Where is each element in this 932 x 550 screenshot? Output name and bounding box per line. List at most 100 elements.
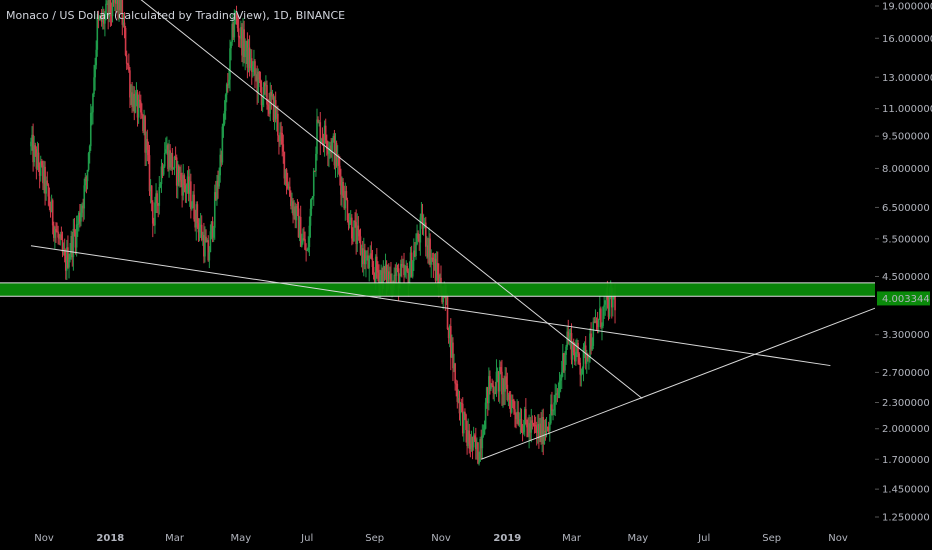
candle-body	[250, 58, 253, 72]
candle-body	[176, 165, 179, 186]
candle-body	[88, 146, 91, 154]
candle-body	[83, 185, 86, 209]
support-zone-group	[0, 282, 875, 297]
candle-body	[185, 188, 188, 192]
candle-body	[293, 206, 295, 216]
candle-body	[570, 333, 573, 360]
candle-body	[78, 212, 80, 224]
candle-body	[567, 331, 570, 341]
candle-body	[360, 248, 363, 255]
y-tick-label: 6.500000	[882, 203, 930, 214]
candle-body	[521, 431, 524, 433]
candle-body	[347, 220, 350, 225]
candle-body	[389, 273, 391, 280]
candle-body	[590, 333, 592, 350]
candle-body	[73, 228, 76, 233]
candle-body	[55, 229, 57, 232]
candle-body	[194, 219, 196, 228]
candle-body	[522, 425, 525, 433]
candle-body	[593, 321, 596, 323]
candle-body	[155, 193, 157, 203]
candle-body	[546, 426, 549, 428]
candle-body	[581, 367, 584, 375]
candle-body	[253, 61, 255, 67]
candle-body	[109, 0, 112, 15]
candle-body	[495, 371, 498, 394]
candle-body	[268, 104, 270, 114]
candle-body	[594, 320, 597, 323]
candle-body	[148, 155, 151, 192]
candle-body	[134, 95, 137, 113]
candle-body	[154, 202, 156, 226]
candle-body	[76, 223, 79, 225]
candle-body	[454, 363, 456, 384]
last-price-tag-bg	[877, 291, 930, 306]
candle-body	[513, 400, 515, 410]
candle-body	[32, 134, 34, 163]
candle-body	[533, 424, 536, 426]
candle-body	[310, 198, 313, 209]
candle-body	[358, 230, 361, 237]
candle-body	[516, 411, 518, 420]
candle-body	[295, 206, 298, 221]
candle-body	[41, 161, 43, 166]
candle-body	[399, 263, 402, 277]
candle-body	[223, 110, 226, 124]
candle-body	[157, 203, 160, 206]
candle-body	[204, 236, 206, 257]
candle-body	[369, 253, 372, 259]
candle-body	[550, 404, 552, 424]
candle-body	[325, 140, 328, 150]
candle-body	[284, 169, 287, 179]
candle-body	[531, 420, 534, 424]
y-tick-label: 1.250000	[882, 513, 930, 524]
candle-body	[397, 268, 400, 289]
candle-body	[466, 429, 468, 446]
candle-body	[493, 392, 496, 394]
candle-body	[507, 394, 510, 400]
candle-body	[258, 71, 261, 80]
x-tick-label: Nov	[34, 533, 54, 544]
candle-body	[93, 77, 95, 95]
candle-body	[396, 268, 399, 270]
candle-body	[222, 123, 225, 127]
candle-body	[538, 424, 540, 439]
candle-body	[409, 252, 412, 273]
candle-body	[81, 205, 83, 213]
candle-body	[63, 251, 66, 256]
candle-body	[210, 221, 213, 232]
candle-body	[248, 47, 251, 68]
candle-body	[394, 274, 397, 276]
candle-body	[356, 225, 359, 245]
candle-body	[235, 13, 238, 20]
candle-body	[438, 274, 440, 287]
candle-body	[376, 256, 378, 271]
candle-body	[564, 354, 566, 371]
candle-body	[64, 255, 67, 271]
candle-body	[197, 223, 200, 233]
candle-body	[329, 145, 331, 149]
y-tick-label: 2.700000	[882, 368, 930, 379]
y-tick-label: 9.500000	[882, 132, 930, 143]
candle-body	[408, 272, 411, 286]
candle-body	[510, 399, 513, 413]
candle-body	[212, 227, 215, 238]
candle-body	[477, 442, 479, 464]
candle-body	[163, 152, 166, 167]
candle-body	[278, 135, 280, 142]
candle-body	[542, 416, 545, 444]
candle-body	[211, 221, 214, 238]
candle-body	[448, 326, 451, 339]
candle-body	[149, 185, 152, 192]
candle-body	[341, 182, 343, 195]
candle-body	[187, 176, 190, 194]
candle-body	[173, 156, 176, 169]
trendline-ascending	[481, 307, 876, 460]
candle-body	[174, 156, 177, 158]
candle-body	[435, 263, 438, 281]
candle-body	[405, 266, 407, 271]
support-zone	[0, 282, 875, 297]
candle-body	[217, 180, 219, 187]
y-tick-label: 1.700000	[882, 455, 930, 466]
